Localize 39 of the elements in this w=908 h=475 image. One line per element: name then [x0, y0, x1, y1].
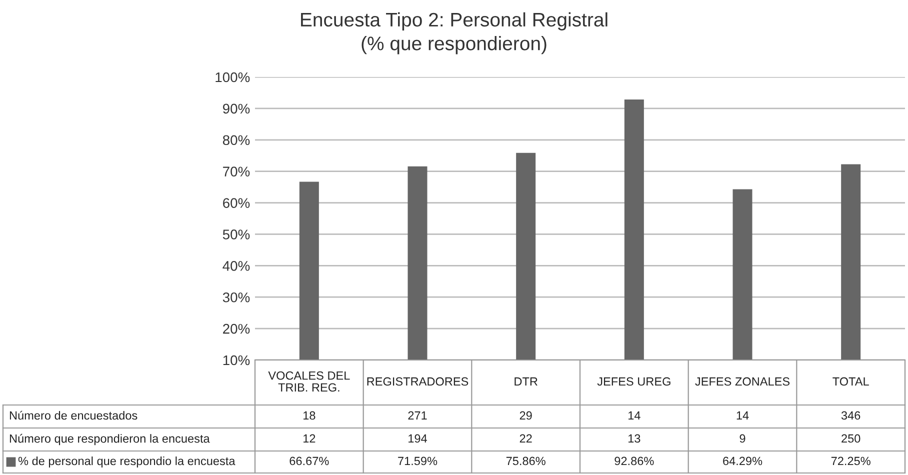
data-label: 75.86%: [506, 456, 546, 466]
y-tick-label: 90%: [222, 104, 250, 114]
x-tick-label: JEFES UREG: [597, 377, 670, 386]
data-label: 71.59%: [398, 456, 438, 466]
text: 13: [628, 434, 640, 443]
text: 250: [842, 434, 860, 443]
data-label: 64.29%: [723, 456, 762, 466]
text: 194: [408, 434, 428, 443]
x-tick-label: VOCALES DEL TRIB. REG.: [268, 371, 350, 392]
text: 14: [736, 411, 749, 420]
text: 12: [304, 434, 316, 443]
data-label: 66.67%: [290, 456, 329, 466]
text: 29: [520, 411, 532, 420]
y-tick-label: 10%: [223, 355, 250, 366]
y-tick-label: 100%: [216, 72, 250, 82]
x-tick-label: JEFES ZONALES: [695, 377, 790, 386]
y-tick-label: 60%: [223, 198, 250, 208]
y-tick-label: 30%: [222, 292, 250, 302]
x-tick-label: REGISTRADORES: [367, 377, 468, 386]
chart-title: Encuesta Tipo 2: Personal Registral: [301, 12, 608, 30]
data-label: 72.25%: [831, 456, 870, 466]
text: 22: [520, 434, 532, 443]
y-tick-label: 20%: [223, 324, 250, 334]
x-tick-label: DTR: [514, 377, 538, 386]
text: 346: [841, 411, 860, 420]
text: Número de encuestados: [10, 410, 138, 420]
text: 271: [408, 411, 427, 420]
x-tick-label: TOTAL: [832, 377, 869, 386]
y-tick-label: 70%: [223, 166, 250, 177]
y-tick-label: 80%: [222, 135, 250, 146]
text: 18: [304, 411, 316, 420]
data-label: 92.86%: [614, 456, 654, 466]
chart-subtitle: (% que respondieron): [362, 36, 546, 54]
text: 9: [740, 434, 746, 443]
y-tick-label: 50%: [222, 230, 250, 240]
text: 14: [628, 411, 640, 420]
legend-label: % de personal que respondio la encuesta: [18, 456, 236, 468]
y-tick-label: 40%: [222, 261, 250, 271]
text: Número que respondieron la encuesta: [10, 434, 210, 446]
